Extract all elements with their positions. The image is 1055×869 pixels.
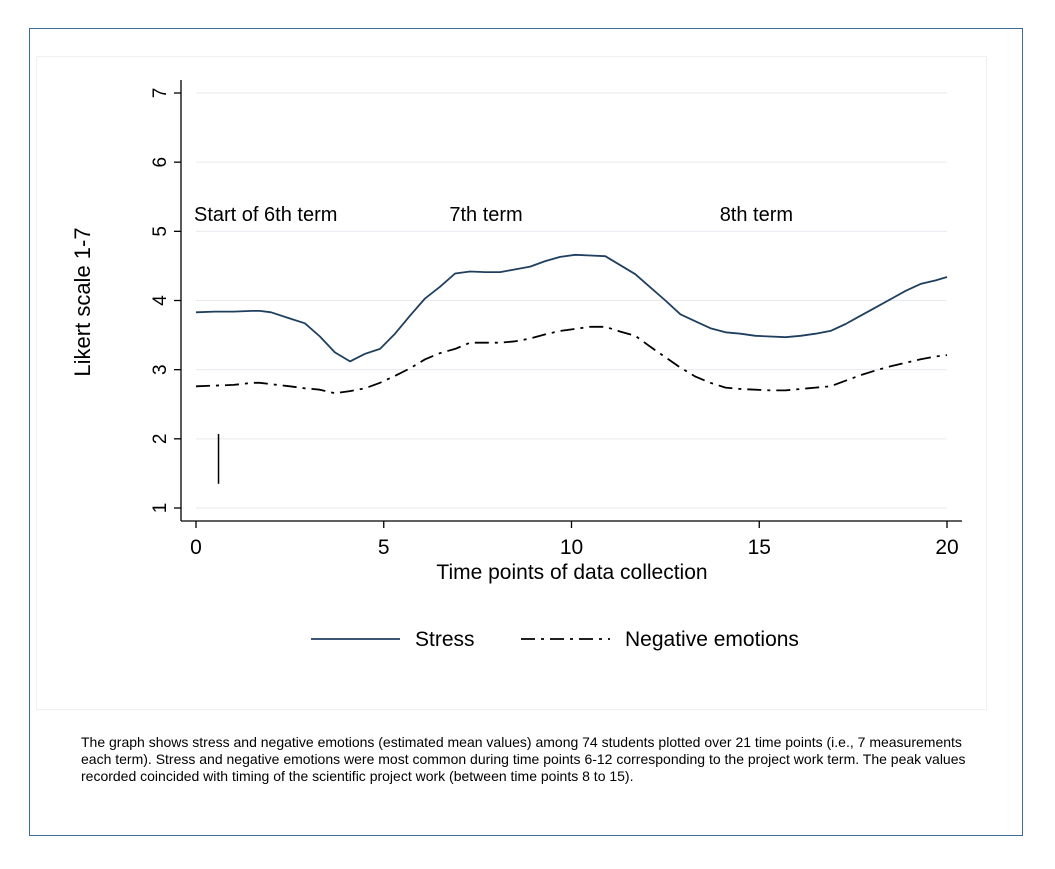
x-tick-label: 5 <box>378 536 390 559</box>
legend-negative-emotions-label: Negative emotions <box>625 628 799 651</box>
x-axis-label: Time points of data collection <box>436 561 707 584</box>
x-tick-label: 20 <box>935 536 958 559</box>
y-tick-label: 1 <box>150 503 171 514</box>
y-tick-label: 2 <box>150 434 171 445</box>
y-tick-label: 3 <box>150 364 171 375</box>
figure-caption: The graph shows stress and negative emot… <box>81 734 966 784</box>
term-annotation-label: 8th term <box>720 204 793 226</box>
term-annotation-label: Start of 6th term <box>194 204 337 226</box>
legend-stress-label: Stress <box>415 628 475 651</box>
y-tick-label: 7 <box>150 88 171 99</box>
x-axis-ticks: 0 5 10 15 20 <box>190 521 959 559</box>
y-tick-label: 6 <box>150 157 171 168</box>
y-axis-ticks: 1 2 3 4 5 6 7 <box>150 88 181 514</box>
negative-emotions-series-line <box>195 325 948 395</box>
x-tick-label: 0 <box>190 536 202 559</box>
y-axis-label: Likert scale 1-7 <box>70 227 95 376</box>
legend: Stress Negative emotions <box>311 628 799 651</box>
term-annotation-label: 7th term <box>449 204 522 226</box>
x-tick-label: 10 <box>560 536 583 559</box>
y-tick-label: 4 <box>150 295 171 306</box>
plot-panel <box>36 56 987 710</box>
grid-lines <box>196 92 947 509</box>
x-tick-label: 15 <box>748 536 771 559</box>
figure-frame <box>29 28 1023 836</box>
series-lines <box>195 253 948 395</box>
y-tick-label: 5 <box>150 226 171 237</box>
term-annotations: Start of 6th term 7th term 8th term <box>194 204 793 226</box>
stress-series-line <box>195 253 948 363</box>
